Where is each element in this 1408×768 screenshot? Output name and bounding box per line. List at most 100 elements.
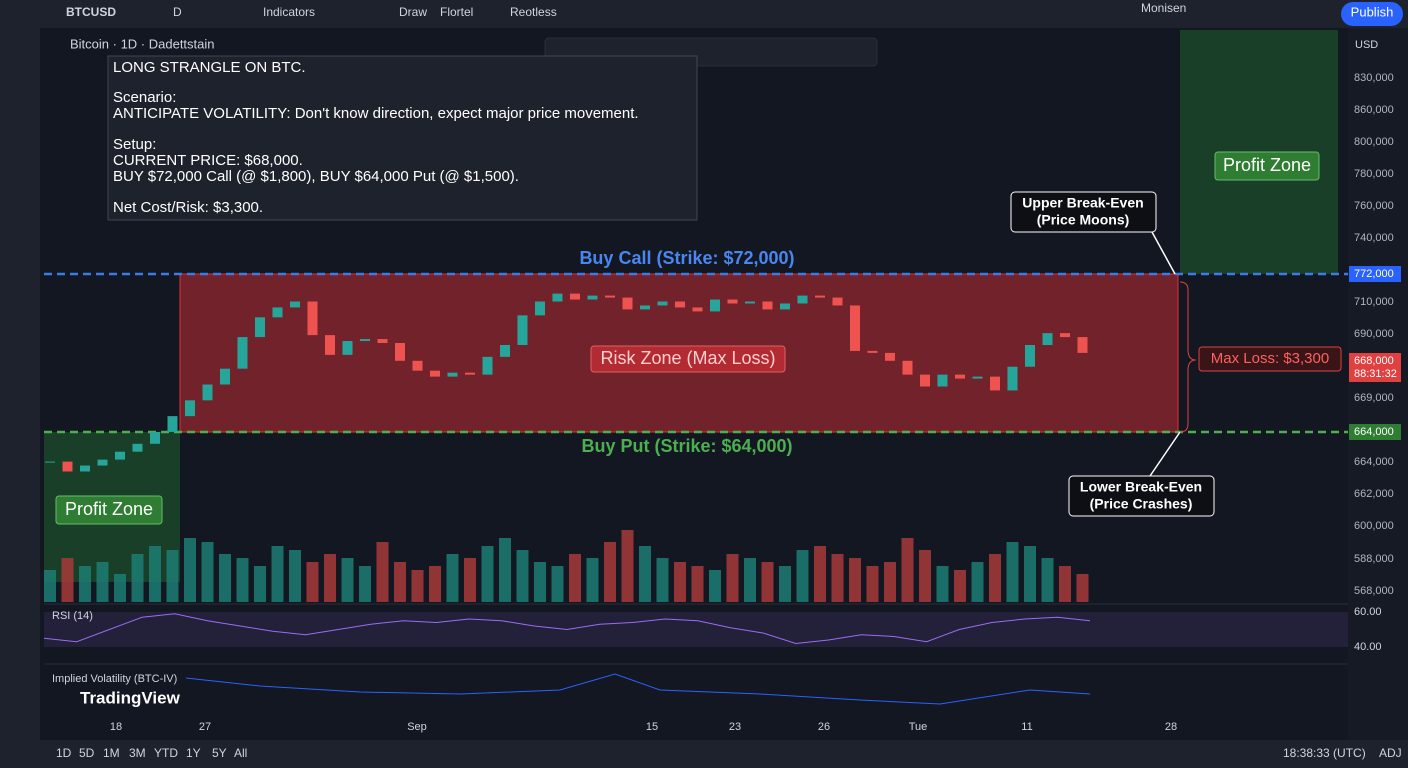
range-button[interactable]: 3M — [129, 746, 146, 760]
volume-bar — [621, 530, 634, 602]
volume-bar — [481, 546, 494, 602]
callout-text: Lower Break-Even — [1080, 479, 1202, 495]
price-label: 800,000 — [1354, 136, 1394, 148]
range-button[interactable]: 5Y — [212, 746, 227, 760]
range-button[interactable]: 5D — [79, 746, 95, 760]
publish-button[interactable] — [1341, 2, 1403, 26]
x-label: 28 — [1165, 721, 1177, 733]
price-label: 568,000 — [1354, 585, 1394, 597]
candle — [920, 374, 930, 387]
candle — [797, 295, 808, 304]
volume-bar — [639, 546, 651, 602]
callout-text: (Price Moons) — [1037, 212, 1130, 228]
note-line: Setup: — [113, 136, 156, 153]
candle — [955, 374, 965, 379]
candle — [990, 376, 1000, 391]
price-label: 690,000 — [1354, 328, 1394, 340]
candle — [237, 337, 248, 369]
brand: TradingView — [80, 688, 181, 707]
price-label: 860,000 — [1354, 104, 1394, 116]
candle — [342, 341, 353, 355]
put-tag — [1349, 424, 1401, 440]
volume-bar — [499, 538, 511, 602]
rsi-label: RSI (14) — [52, 610, 93, 622]
volume-bar — [884, 562, 896, 602]
candle — [290, 301, 300, 308]
candle — [517, 315, 528, 345]
rsi-line — [43, 613, 1091, 645]
candle — [97, 459, 108, 466]
rsi-band — [44, 612, 1348, 647]
candle — [727, 299, 738, 304]
x-label: 27 — [199, 721, 211, 733]
candle — [325, 335, 335, 355]
range-button[interactable]: 1M — [103, 746, 120, 760]
candle — [62, 461, 73, 472]
candle — [307, 301, 318, 336]
volume-bar — [586, 558, 599, 602]
legend: Bitcoin · 1D · Dadettstain — [70, 36, 215, 51]
candle — [622, 297, 633, 310]
volume-bar — [534, 562, 546, 602]
candle — [1007, 366, 1018, 391]
max-loss-box — [1198, 346, 1342, 372]
price-tag — [1349, 353, 1401, 369]
volume-bar — [236, 558, 249, 602]
iv-line — [185, 673, 1091, 705]
interval: D — [173, 5, 182, 19]
volume-bar — [1059, 566, 1071, 602]
candle — [552, 293, 563, 302]
volume-bar — [691, 566, 704, 602]
volume-bar — [411, 570, 424, 602]
candle — [202, 384, 213, 401]
volume-bar — [814, 546, 826, 602]
volume-bar — [166, 550, 179, 602]
volume-bar — [131, 554, 144, 602]
range-button[interactable]: 1Y — [186, 746, 201, 760]
candle — [832, 297, 843, 306]
volume-bar — [306, 562, 319, 602]
currency: USD — [1355, 39, 1378, 51]
candle — [972, 376, 983, 379]
price-label: 664,000 — [1354, 456, 1394, 468]
volume-bar — [149, 546, 161, 602]
x-label: 23 — [729, 721, 741, 733]
range-button[interactable]: 1D — [56, 746, 72, 760]
risk-box — [590, 345, 786, 373]
x-label: Tue — [909, 721, 928, 733]
volume-bar — [376, 542, 389, 602]
range-button[interactable]: All — [234, 746, 247, 760]
note-box — [107, 55, 698, 221]
publish: Publish — [1351, 4, 1394, 19]
candle — [377, 339, 388, 344]
volume-bar — [744, 558, 756, 602]
volume-bar — [761, 562, 774, 602]
candle — [220, 368, 230, 385]
note-line: CURRENT PRICE: $68,000. — [113, 152, 303, 169]
price-label: 760,000 — [1354, 200, 1394, 212]
volume-bar — [96, 562, 109, 602]
note-line: LONG STRANGLE ON BTC. — [113, 59, 306, 76]
note-line: BUY $72,000 Call (@ $1,800), BUY $64,000… — [113, 168, 519, 185]
volume-bar — [796, 550, 809, 602]
user: Monisen — [1141, 1, 1186, 15]
price-tag-text: 668,000 — [1354, 355, 1394, 367]
candle — [80, 465, 90, 472]
put-label: Buy Put (Strike: $64,000) — [581, 436, 792, 456]
candle — [815, 295, 825, 298]
candle — [937, 374, 948, 387]
candle — [482, 356, 493, 375]
range-button[interactable]: YTD — [154, 746, 178, 760]
candle — [465, 372, 475, 375]
risk-label: Risk Zone (Max Loss) — [600, 348, 775, 368]
volume-bar — [289, 550, 301, 602]
tool: Reotless — [510, 5, 557, 19]
max-loss: Max Loss: $3,300 — [1211, 350, 1329, 367]
iv-label: Implied Volatility (BTC-IV) — [52, 673, 177, 685]
adj: ADJ — [1379, 746, 1402, 760]
candle — [45, 461, 55, 463]
volume-bar — [1041, 558, 1054, 602]
callout-text: Upper Break-Even — [1022, 195, 1143, 211]
volume-bar — [429, 566, 441, 602]
candle — [167, 416, 178, 432]
